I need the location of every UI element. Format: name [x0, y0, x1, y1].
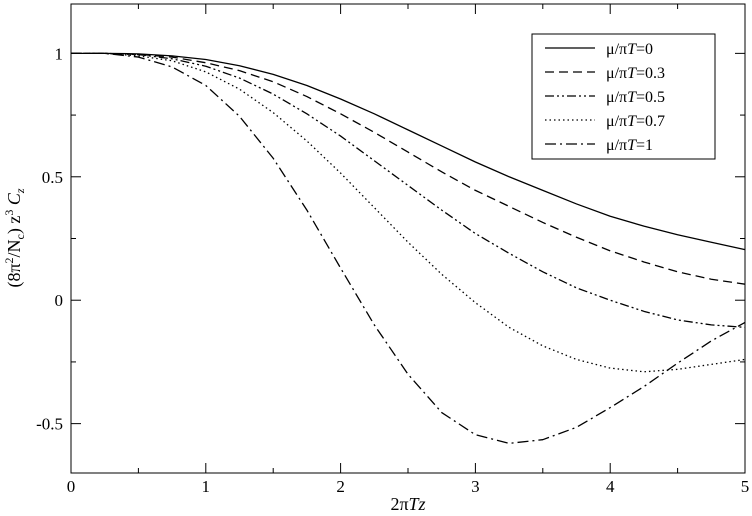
- legend-label-4: μ/πT=0.7: [606, 113, 665, 130]
- legend-label-3: μ/πT=0.5: [606, 89, 665, 106]
- series-line-3: [71, 52, 746, 329]
- y-axis-label: (8π2/Nc) z3 Cz: [2, 188, 27, 287]
- series-line-1: [71, 52, 746, 251]
- series-line-4: [71, 52, 746, 373]
- y-tick-label: -0.5: [36, 415, 63, 434]
- x-axis-label: 2πTz: [390, 494, 425, 514]
- x-tick-label: 1: [202, 477, 211, 496]
- y-tick-label: 1: [55, 44, 64, 63]
- legend: μ/πT=0 μ/πT=0.3 μ/πT=0.5 μ/πT=0.7 μ/πT=1: [531, 33, 716, 160]
- x-tick-label: 5: [741, 477, 750, 496]
- x-tick-label: 3: [471, 477, 480, 496]
- x-tick-label: 4: [606, 477, 615, 496]
- series-line-5: [71, 52, 746, 445]
- y-tick-labels: -0.5 0 0.5 1: [36, 44, 63, 433]
- y-tick-label: 0.5: [42, 168, 63, 187]
- x-tick-labels: 0 1 2 3 4 5: [67, 477, 750, 496]
- axis-ticks: [70, 4, 746, 473]
- series-lines: [71, 52, 746, 445]
- x-tick-label: 2: [336, 477, 345, 496]
- series-line-2: [71, 52, 746, 285]
- y-tick-label: 0: [55, 291, 64, 310]
- legend-label-1: μ/πT=0: [606, 41, 653, 58]
- x-tick-label: 0: [67, 477, 76, 496]
- legend-label-5: μ/πT=1: [606, 137, 653, 154]
- legend-label-2: μ/πT=0.3: [606, 65, 665, 82]
